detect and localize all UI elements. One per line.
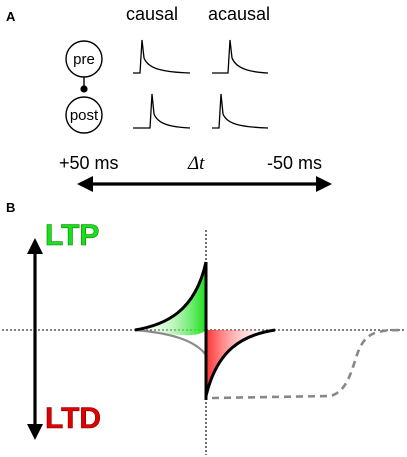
causal-pre-trace xyxy=(133,39,191,74)
acausal-label: acausal xyxy=(208,4,270,24)
stdp-ltp-curve xyxy=(134,261,208,332)
axis-left-label: +50 ms xyxy=(59,153,119,173)
panel-a: A causal acausal pre post +50 ms Δt -50 … xyxy=(6,4,332,192)
panel-a-label: A xyxy=(6,9,16,24)
causal-label: causal xyxy=(126,4,178,24)
ltp-label: LTP xyxy=(45,219,99,252)
ltd-label: LTD xyxy=(45,402,101,435)
stdp-ltd-curve xyxy=(204,328,276,397)
panel-b: B LTP LTD xyxy=(2,200,405,455)
panel-b-label: B xyxy=(6,200,15,215)
gray-curve xyxy=(134,328,207,356)
axis-delta-t-label: Δt xyxy=(187,153,205,174)
ltd-area xyxy=(206,330,275,396)
dashed-curve xyxy=(211,328,405,400)
synapse-dot xyxy=(80,85,88,93)
pre-neuron: pre xyxy=(65,40,103,78)
ltp-area xyxy=(135,262,206,336)
axis-right-label: -50 ms xyxy=(267,153,322,173)
acausal-pre-trace xyxy=(212,39,269,74)
post-neuron: post xyxy=(65,96,103,134)
post-label: post xyxy=(70,107,99,124)
pre-label: pre xyxy=(73,51,95,68)
acausal-post-trace xyxy=(212,93,269,129)
causal-post-trace xyxy=(133,93,191,129)
